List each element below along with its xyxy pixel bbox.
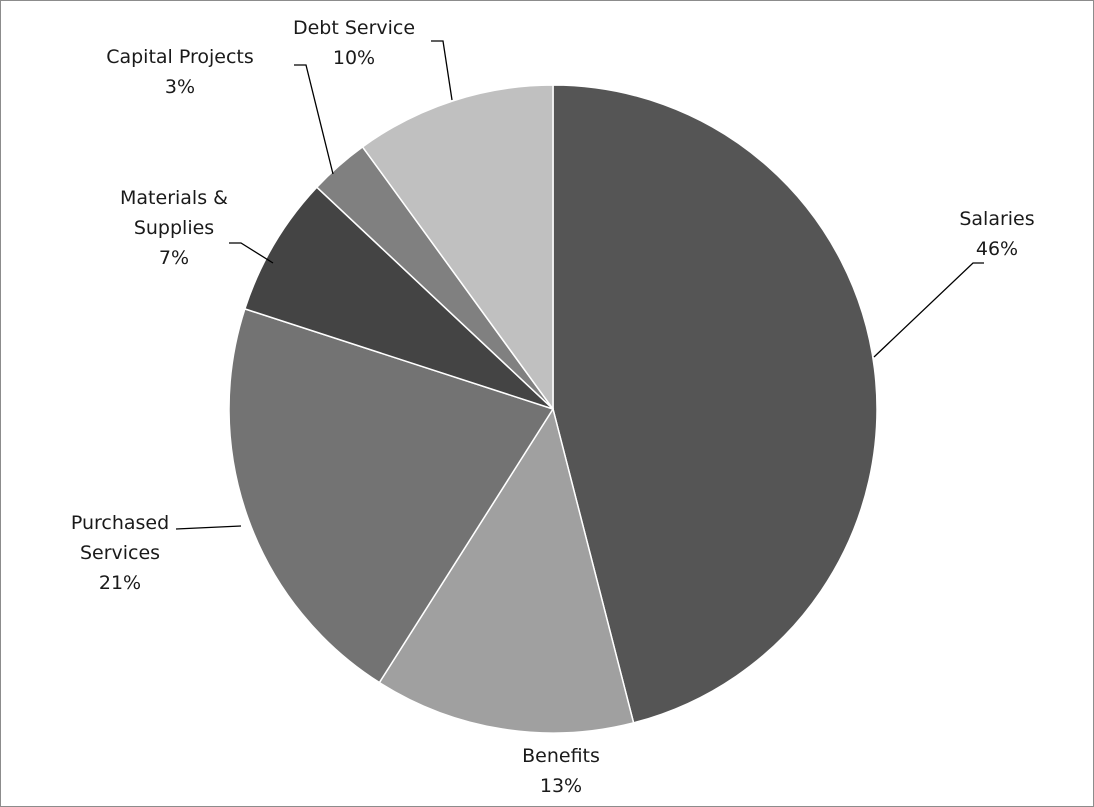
slice-label-3: Materials & Supplies 7% xyxy=(120,187,228,269)
pie-slice-5 xyxy=(361,84,554,412)
slice-category-label: Benefits xyxy=(522,745,600,767)
pie-slice-1 xyxy=(378,407,635,734)
slice-value-label: 21% xyxy=(99,572,141,594)
slice-category-label: Materials & xyxy=(120,187,228,209)
slice-value-label: 3% xyxy=(165,76,195,98)
slice-category-label: Services xyxy=(80,542,160,564)
slice-label-4: Capital Projects 3% xyxy=(106,46,254,98)
leader-lines xyxy=(175,40,984,530)
leader-line-3 xyxy=(229,242,274,264)
data-labels: Salaries 46% Benefits 13% Purchased Services 2… xyxy=(71,17,1035,797)
slice-value-label: 10% xyxy=(333,47,375,69)
pie-slices xyxy=(228,84,878,734)
slice-label-5: Debt Service 10% xyxy=(293,17,415,69)
slice-category-label: Capital Projects xyxy=(106,46,254,68)
slice-category-label: Purchased xyxy=(71,512,169,534)
slice-category-label: Supplies xyxy=(134,217,214,239)
slice-value-label: 46% xyxy=(976,238,1018,260)
pie-slice-0 xyxy=(552,84,878,724)
leader-line-2 xyxy=(175,525,242,530)
slice-label-2: Purchased Services 21% xyxy=(71,512,169,594)
slice-category-label: Salaries xyxy=(959,208,1034,230)
leader-line-0 xyxy=(873,262,984,358)
leader-line-4 xyxy=(294,64,334,175)
slice-label-1: Benefits 13% xyxy=(522,745,600,797)
pie-slice-3 xyxy=(243,186,554,410)
slice-value-label: 7% xyxy=(159,247,189,269)
slice-category-label: Debt Service xyxy=(293,17,415,39)
leader-line-5 xyxy=(431,40,453,101)
pie-slice-2 xyxy=(228,307,555,684)
slice-label-0: Salaries 46% xyxy=(959,208,1034,260)
slice-value-label: 13% xyxy=(540,775,582,797)
